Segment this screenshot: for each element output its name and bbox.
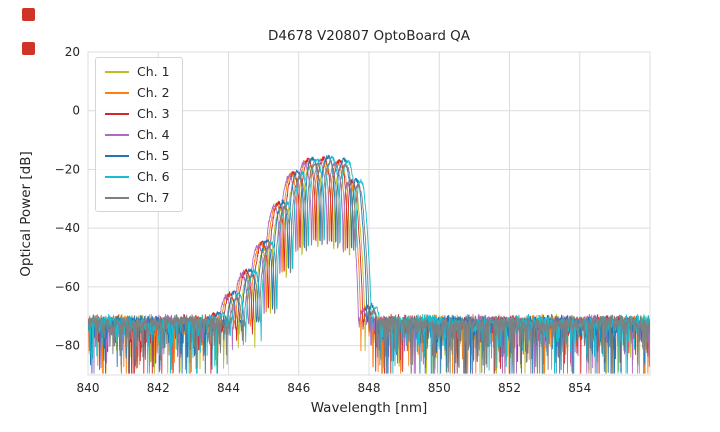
legend-swatch [105,196,129,199]
legend-swatch [105,133,129,136]
x-tick-label: 854 [568,381,591,395]
legend-label: Ch. 4 [137,127,170,142]
chart-title: D4678 V20807 OptoBoard QA [267,28,471,44]
x-tick-label: 840 [77,381,100,395]
series-group [88,154,650,374]
legend-label: Ch. 7 [137,190,170,205]
legend-swatch [105,175,129,178]
series-line-ch-7 [88,159,650,374]
y-tick-label: −60 [55,280,80,294]
legend-label: Ch. 2 [137,85,170,100]
legend-label: Ch. 6 [137,169,170,184]
legend-entry: Ch. 4 [105,127,170,142]
legend-entry: Ch. 1 [105,64,170,79]
x-tick-label: 850 [428,381,451,395]
plot-frame [87,51,651,376]
legend-swatch [105,70,129,73]
legend-entry: Ch. 2 [105,85,170,100]
legend-swatch [105,154,129,157]
y-tick-label: −80 [55,339,80,353]
legend-label: Ch. 1 [137,64,170,79]
x-tick-label: 842 [147,381,170,395]
y-tick-label: −20 [55,162,80,176]
legend-entry: Ch. 3 [105,106,170,121]
x-tick-label: 846 [287,381,310,395]
legend-label: Ch. 5 [137,148,170,163]
legend: Ch. 1 Ch. 2 Ch. 3 Ch. 4 Ch. 5 Ch. 6 Ch. 7 [95,57,183,212]
legend-entry: Ch. 5 [105,148,170,163]
x-axis-label: Wavelength [nm] [310,400,428,416]
x-tick-label: 852 [498,381,521,395]
legend-label: Ch. 3 [137,106,170,121]
x-tick-label: 844 [217,381,240,395]
y-tick-label: 20 [65,45,80,59]
legend-swatch [105,91,129,94]
y-tick-label: −40 [55,221,80,235]
legend-entry: Ch. 6 [105,169,170,184]
legend-entry: Ch. 7 [105,190,170,205]
x-tick-label: 848 [358,381,381,395]
red-marker-icon [22,42,35,55]
y-tick-label: 0 [72,104,80,118]
red-marker-icon [22,8,35,21]
legend-swatch [105,112,129,115]
